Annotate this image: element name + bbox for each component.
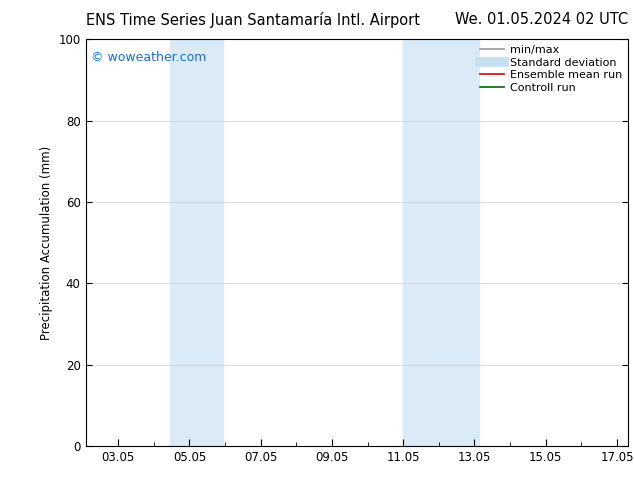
Legend: min/max, Standard deviation, Ensemble mean run, Controll run: min/max, Standard deviation, Ensemble me… (477, 43, 624, 96)
Bar (170, 39, 223, 446)
Text: ENS Time Series Juan Santamaría Intl. Airport: ENS Time Series Juan Santamaría Intl. Ai… (86, 12, 420, 28)
Bar (403, 39, 479, 446)
Text: We. 01.05.2024 02 UTC: We. 01.05.2024 02 UTC (455, 12, 628, 27)
Text: © woweather.com: © woweather.com (91, 51, 207, 64)
Y-axis label: Precipitation Accumulation (mm): Precipitation Accumulation (mm) (40, 146, 53, 340)
